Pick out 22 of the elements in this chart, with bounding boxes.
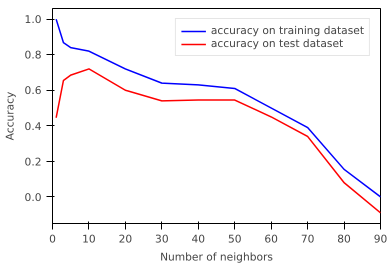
y-tick-label: 0.8 — [24, 48, 42, 62]
legend-label: accuracy on training dataset — [210, 24, 364, 37]
y-tick-label: 0.6 — [24, 84, 42, 98]
y-tick-label: 0.0 — [24, 190, 42, 204]
x-tick-label: 40 — [192, 232, 206, 246]
y-axis-title: Accuracy — [4, 92, 17, 140]
x-tick-label: 0 — [49, 232, 56, 246]
x-tick-label: 80 — [337, 232, 352, 246]
x-tick-label: 20 — [118, 232, 132, 246]
line-series — [55, 68, 380, 214]
line-series — [55, 18, 380, 198]
x-tick-label: 30 — [155, 232, 169, 246]
x-axis-title: Number of neighbors — [160, 250, 274, 264]
legend-label: accuracy on test dataset — [210, 37, 344, 50]
x-tick-label: 70 — [300, 232, 315, 246]
x-tick-label: 90 — [374, 232, 388, 246]
x-tick-label: 60 — [264, 232, 278, 246]
x-tick-label: 50 — [228, 232, 242, 246]
y-tick-label: 1.0 — [24, 13, 42, 26]
y-tick-label: 0.4 — [24, 120, 42, 133]
y-tick-label: 0.2 — [24, 155, 42, 168]
x-tick-label: 10 — [82, 232, 96, 246]
